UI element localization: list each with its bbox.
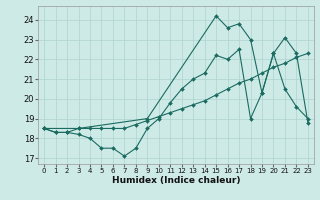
X-axis label: Humidex (Indice chaleur): Humidex (Indice chaleur) (112, 176, 240, 185)
